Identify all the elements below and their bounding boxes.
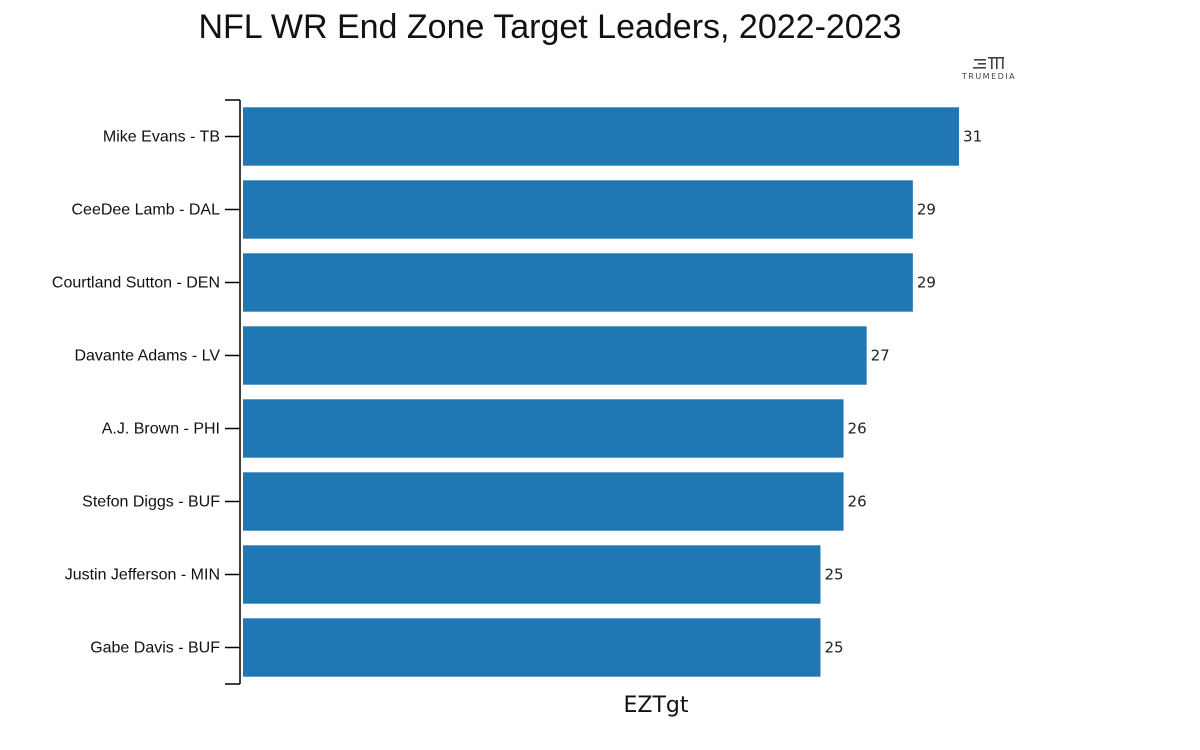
category-label: Stefon Diggs - BUF [82,494,220,511]
data-label: 26 [848,493,867,511]
category-labels: Mike Evans - TB CeeDee Lamb - DAL Courtlan… [52,129,220,657]
chart-title: NFL WR End Zone Target Leaders, 2022-202… [198,8,902,46]
data-label: 31 [963,128,982,146]
category-label: Davante Adams - LV [74,348,220,365]
category-label: Gabe Davis - BUF [90,640,220,657]
data-label: 26 [848,420,867,438]
trumedia-brand-text: TRUMEDIA [961,72,1017,81]
bar [243,180,913,239]
category-label: CeeDee Lamb - DAL [71,202,220,219]
y-axis [225,99,241,685]
data-label: 27 [871,347,890,365]
bar [243,326,867,385]
category-label: A.J. Brown - PHI [102,421,220,438]
trumedia-logo-icon [973,57,1004,69]
trumedia-logo: TRUMEDIA [955,56,1023,81]
bars [243,107,960,677]
category-label: Mike Evans - TB [103,129,220,146]
data-label: 25 [824,566,843,584]
x-axis-title: EZTgt [623,693,688,718]
data-label: 25 [824,639,843,657]
bar [243,472,844,531]
bar [243,618,821,677]
category-label: Courtland Sutton - DEN [52,275,220,292]
category-label: Justin Jefferson - MIN [65,567,220,584]
value-labels: 31 29 29 27 26 26 25 25 [824,128,982,657]
bar [243,253,913,312]
bar [243,107,960,166]
bar [243,545,821,604]
data-label: 29 [917,201,936,219]
bar [243,399,844,458]
data-label: 29 [917,274,936,292]
